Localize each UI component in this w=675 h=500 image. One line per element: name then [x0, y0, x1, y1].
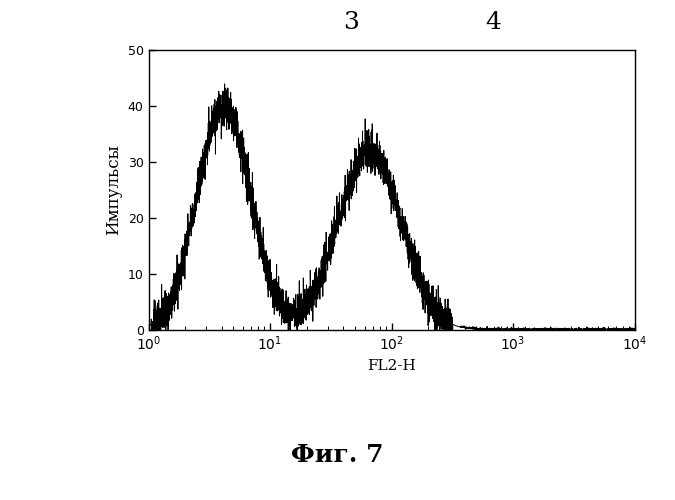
Text: 4: 4 — [485, 11, 501, 34]
Y-axis label: Импульсы: Импульсы — [105, 144, 122, 236]
Text: 3: 3 — [343, 11, 359, 34]
Text: Фиг. 7: Фиг. 7 — [291, 443, 384, 467]
X-axis label: FL2-H: FL2-H — [367, 359, 416, 373]
